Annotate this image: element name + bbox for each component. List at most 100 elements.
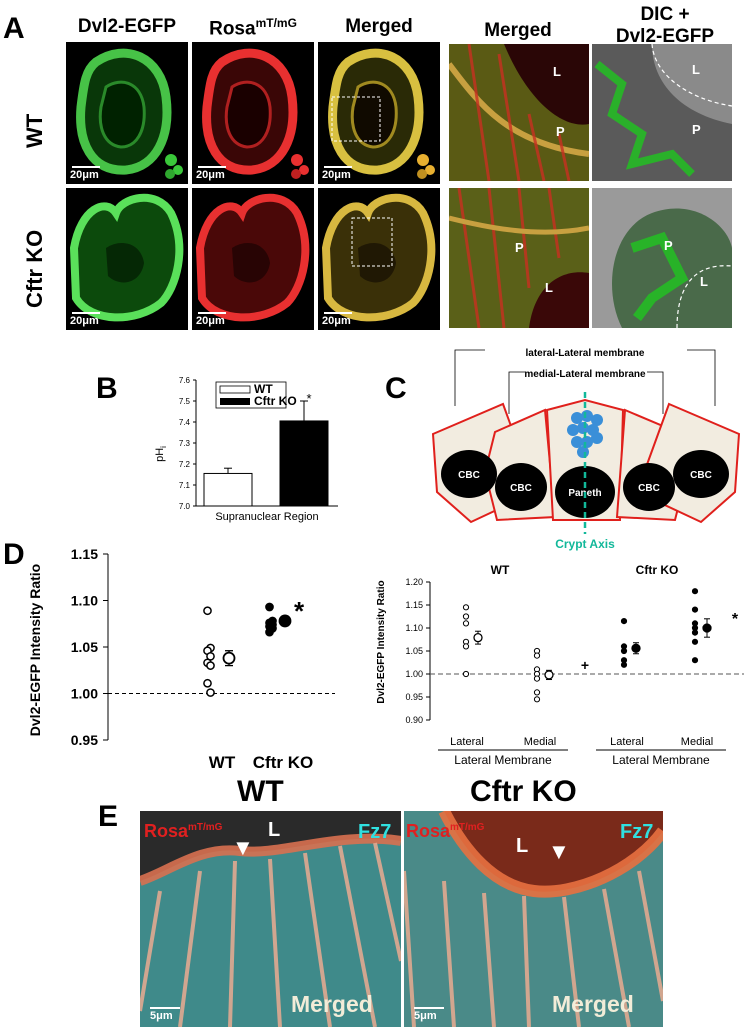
nucleus (623, 463, 675, 511)
e-fz7-label: Fz7 (620, 821, 654, 843)
scale-bar (414, 1007, 444, 1009)
col-header-merged-zoom: Merged (484, 20, 552, 41)
data-point (203, 606, 212, 616)
lateral-lateral-label: lateral-Lateral membrane (526, 348, 645, 359)
ph-axis-label: pHi (154, 446, 168, 462)
data-point (206, 661, 215, 670)
crypt-diagram: lateral-Lateral membrane medial-Lateral … (431, 348, 741, 551)
legend-swatch-cftr (220, 398, 250, 405)
significance-star: * (306, 391, 311, 406)
image-e-wt: RosamT/mG Fz7 L ▼ Merged 5μm (140, 811, 401, 1027)
e-merged-label: Merged (552, 991, 634, 1017)
data-point (691, 638, 699, 645)
d-right-tick-medial-wt: Medial (524, 736, 556, 748)
scale-bar (72, 166, 100, 168)
image-wt-merged-zoom: L P (449, 44, 589, 181)
e-title-wt: WT (237, 775, 284, 808)
scale-bar-label: 20μm (196, 169, 225, 181)
data-point (533, 689, 541, 696)
scale-bar (72, 312, 100, 314)
data-point (206, 688, 215, 697)
nucleus (673, 450, 729, 498)
data-point (203, 678, 212, 688)
scale-bar-label: 20μm (70, 315, 99, 327)
e-lumen-label: L (268, 819, 281, 841)
data-point (691, 629, 699, 636)
scale-bar (150, 1007, 180, 1009)
data-point (691, 588, 699, 595)
y-tick-label: 1.00 (405, 669, 423, 679)
cell-label: CBC (458, 470, 480, 481)
scale-bar-label: 20μm (322, 315, 351, 327)
col-header-dvl2: Dvl2-EGFP (77, 16, 177, 37)
e-title-cftr: Cftr KO (470, 775, 577, 808)
arrowhead-icon: ▼ (548, 839, 570, 864)
mean-marker (702, 623, 712, 633)
scale-bar-label: 20μm (322, 169, 351, 181)
scale-bar (198, 312, 226, 314)
legend-label-wt: WT (254, 382, 273, 396)
cell-label: CBC (638, 483, 660, 494)
d-right-plus-mark: + (581, 657, 589, 673)
d-right-group-label-cftr: Lateral Membrane (612, 753, 710, 767)
data-point (691, 606, 699, 613)
marker-lumen: L (553, 64, 561, 79)
y-tick-label: 7.2 (179, 460, 191, 469)
d-right-tick-medial-cftr: Medial (681, 736, 713, 748)
mean-marker (631, 643, 641, 653)
data-point (462, 613, 470, 620)
marker-paneth: P (664, 238, 673, 253)
scale-bar (324, 166, 352, 168)
panel-c-label: C (385, 372, 407, 405)
cell-label: CBC (510, 483, 532, 494)
y-tick-label: 1.10 (405, 623, 423, 633)
ph-x-label: Supranuclear Region (215, 511, 318, 523)
data-point (462, 643, 470, 650)
image-wt-merged: 20μm (318, 42, 440, 184)
marker-paneth: P (692, 122, 701, 137)
scale-bar-label: 20μm (196, 315, 225, 327)
mean-marker (473, 633, 483, 643)
image-wt-dic: L P (592, 44, 732, 181)
data-point (533, 696, 541, 703)
y-tick-label: 1.00 (71, 686, 98, 702)
scale-bar-label: 5μm (414, 1010, 437, 1022)
y-tick-label: 1.15 (71, 546, 98, 562)
y-tick-label: 0.90 (405, 715, 423, 725)
marker-lumen: L (692, 62, 700, 77)
d-right-title-cftr: Cftr KO (636, 563, 679, 577)
data-point (533, 675, 541, 682)
e-lumen-label: L (516, 835, 529, 857)
image-cftr-merged: 20μm (318, 188, 440, 330)
membrane-ratio-chart: Dvl2-EGFP Intensity Ratio WT Cftr KO 0.9… (376, 563, 744, 767)
y-tick-label: 1.10 (71, 593, 98, 609)
marker-lumen: L (700, 274, 708, 289)
y-tick-label: 7.6 (179, 376, 191, 385)
mean-marker (222, 651, 236, 665)
d-right-tick-lateral-cftr: Lateral (610, 736, 644, 748)
y-tick-label: 7.0 (179, 502, 191, 511)
data-point (265, 602, 274, 612)
y-tick-label: 1.15 (405, 600, 423, 610)
d-right-title-wt: WT (491, 563, 510, 577)
y-tick-label: 7.3 (179, 439, 191, 448)
image-cftr-merged-zoom: P L (449, 188, 589, 328)
scale-bar-label: 20μm (70, 169, 99, 181)
scale-bar (198, 166, 226, 168)
y-tick-label: 1.05 (405, 646, 423, 656)
bar-cftr-ko (279, 420, 329, 507)
cell-label: CBC (690, 470, 712, 481)
d-right-star-mark: * (732, 611, 739, 628)
e-rosa-label: RosamT/mG (406, 821, 485, 841)
granule-cluster (567, 410, 603, 458)
row-label-wt: WT (22, 113, 47, 148)
marker-lumen: L (545, 280, 553, 295)
panel-e-label: E (98, 800, 119, 833)
mean-marker (278, 614, 292, 628)
data-point (620, 661, 628, 668)
col-header-dic: DIC + Dvl2-EGFP (615, 4, 715, 47)
data-point (462, 670, 470, 678)
y-tick-label: 0.95 (71, 732, 98, 748)
legend-swatch-wt (219, 385, 251, 394)
marker-paneth: P (556, 124, 565, 139)
